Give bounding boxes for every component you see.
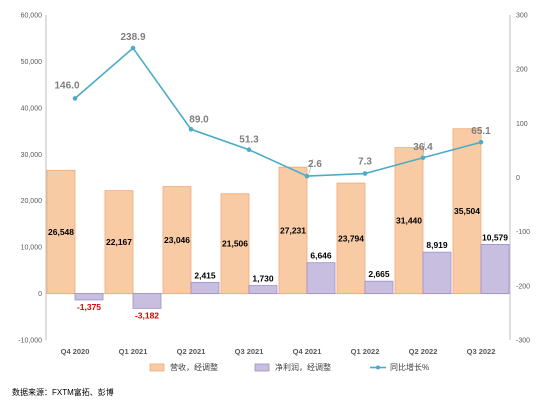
net-profit-bar xyxy=(74,293,104,301)
net-profit-value-label: 1,730 xyxy=(252,274,274,284)
revenue-bar xyxy=(46,169,76,294)
right-axis-tick-label: 300 xyxy=(516,13,528,20)
net-profit-value-label: 8,919 xyxy=(426,240,448,250)
legend-swatch-point xyxy=(376,365,380,370)
growth-value-label: 89.0 xyxy=(189,114,209,125)
left-axis-tick-label: 20,000 xyxy=(21,198,43,205)
growth-point xyxy=(130,45,136,51)
growth-value-label: 65.1 xyxy=(471,126,491,137)
legend-label: 净利润，经调整 xyxy=(275,362,331,372)
growth-value-label: 238.9 xyxy=(120,32,145,43)
left-axis-tick-label: 60,000 xyxy=(21,13,43,20)
growth-value-label: 146.0 xyxy=(54,80,79,91)
category-label: Q2 2022 xyxy=(409,347,438,356)
revenue-value-label: 23,794 xyxy=(338,233,364,243)
growth-point xyxy=(72,96,78,101)
revenue-bar xyxy=(452,128,482,294)
net-profit-value-label: 2,415 xyxy=(194,270,216,280)
growth-point xyxy=(362,171,368,176)
legend: 营收，经调整 净利润，经调整 同比增长% xyxy=(149,362,429,372)
revenue-value-label: 26,548 xyxy=(48,227,74,237)
revenue-bar xyxy=(394,147,424,294)
revenue-value-label: 22,167 xyxy=(106,237,132,247)
net-profit-bar xyxy=(306,262,336,294)
net-profit-value-label: 6,646 xyxy=(310,251,332,261)
net-profit-bar xyxy=(248,285,278,294)
revenue-bar xyxy=(278,166,308,294)
left-axis-tick-label: 0 xyxy=(38,291,42,298)
right-axis-tick-label: 0 xyxy=(516,175,520,182)
left-axis-tick-label: 40,000 xyxy=(21,105,43,112)
growth-point xyxy=(304,173,310,179)
net-profit-value-label: 2,665 xyxy=(368,269,390,279)
category-label: Q2 2021 xyxy=(177,347,206,356)
revenue-value-label: 21,506 xyxy=(222,239,248,249)
growth-value-label: 36.4 xyxy=(413,142,433,153)
left-axis-tick-label: 50,000 xyxy=(21,59,43,66)
growth-point xyxy=(188,126,194,132)
revenue-bar xyxy=(336,182,366,294)
data-labels: 26,548 -1,375 22,167 -3,182 23,046 2,415 21,50… xyxy=(48,32,508,320)
category-label: Q1 2021 xyxy=(119,347,148,356)
right-axis-tick-label: 100 xyxy=(516,121,528,128)
growth-point xyxy=(420,155,426,161)
net-profit-bar xyxy=(480,244,510,294)
axes: -10,000 0 10,000 20,000 30,000 40,000 50,000 60… xyxy=(18,13,530,357)
net-profit-bar xyxy=(422,251,452,294)
growth-point xyxy=(246,147,252,153)
growth-value-label: 7.3 xyxy=(358,157,372,168)
revenue-bar xyxy=(220,193,250,294)
category-label: Q4 2020 xyxy=(61,347,90,356)
net-profit-value-label: -1,375 xyxy=(77,302,101,312)
net-profit-bar xyxy=(364,280,394,294)
legend-swatch xyxy=(149,363,165,372)
source-note: 数据来源：FXTM富拓、彭博 xyxy=(12,387,114,397)
legend-label: 同比增长% xyxy=(390,362,429,372)
growth-line xyxy=(72,45,484,179)
growth-leader-line xyxy=(308,159,314,174)
revenue-value-label: 23,046 xyxy=(164,235,190,245)
category-label: Q1 2022 xyxy=(351,347,380,356)
left-axis-tick-label: 10,000 xyxy=(21,245,43,252)
bars xyxy=(46,128,510,309)
growth-leader-line xyxy=(422,141,426,155)
revenue-value-label: 31,440 xyxy=(396,216,422,226)
right-axis-tick-label: -200 xyxy=(516,283,530,290)
category-label: Q3 2022 xyxy=(467,347,496,356)
growth-value-label: 51.3 xyxy=(239,135,259,146)
legend-swatch xyxy=(254,363,270,372)
revenue-value-label: 27,231 xyxy=(280,225,306,235)
net-profit-bar xyxy=(190,281,220,294)
right-axis-tick-label: 200 xyxy=(516,67,528,74)
right-axis-tick-label: -300 xyxy=(516,338,530,345)
net-profit-value-label: 10,579 xyxy=(482,232,508,242)
growth-value-label: 2.6 xyxy=(308,159,322,170)
revenue-bar xyxy=(162,186,192,294)
left-axis-tick-label: -10,000 xyxy=(18,338,42,345)
net-profit-value-label: -3,182 xyxy=(135,310,159,320)
growth-line-path xyxy=(74,46,482,177)
category-label: Q4 2021 xyxy=(293,347,322,356)
category-label: Q3 2021 xyxy=(235,347,264,356)
revenue-bar xyxy=(104,190,134,294)
left-axis-tick-label: 30,000 xyxy=(21,152,43,159)
net-profit-bar xyxy=(132,293,162,309)
right-axis-tick-label: -100 xyxy=(516,229,530,236)
revenue-value-label: 35,504 xyxy=(454,206,480,216)
legend-label: 营收，经调整 xyxy=(170,362,218,372)
growth-point xyxy=(478,139,484,145)
